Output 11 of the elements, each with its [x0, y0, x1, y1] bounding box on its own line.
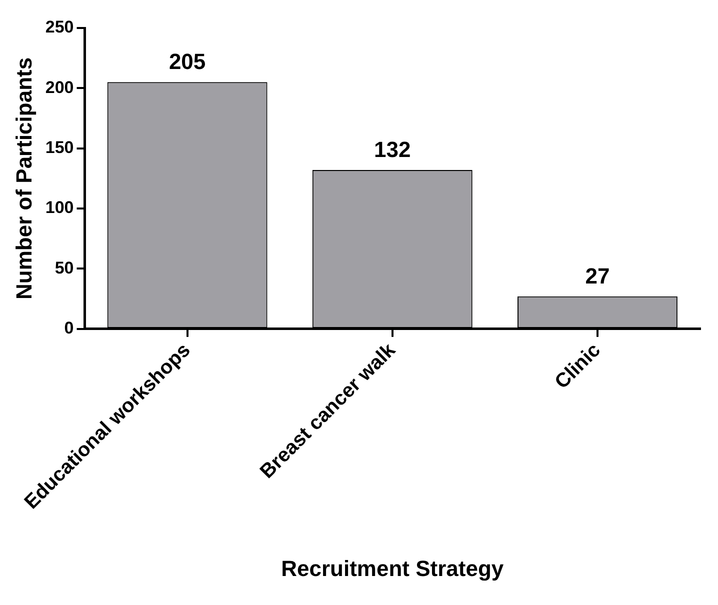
y-tick-label: 0	[64, 318, 74, 338]
y-tick-label: 250	[45, 18, 74, 37]
data-label: 205	[168, 49, 206, 74]
x-axis-title: Recruitment Strategy	[281, 556, 504, 581]
y-axis-title: Number of Participants	[11, 57, 36, 300]
y-tick-label: 50	[54, 258, 74, 278]
y-tick-label: 100	[45, 198, 74, 218]
y-tick-label: 150	[45, 138, 74, 158]
data-label: 27	[585, 263, 610, 288]
y-tick-label: 200	[45, 78, 74, 97]
data-label: 132	[374, 137, 411, 162]
